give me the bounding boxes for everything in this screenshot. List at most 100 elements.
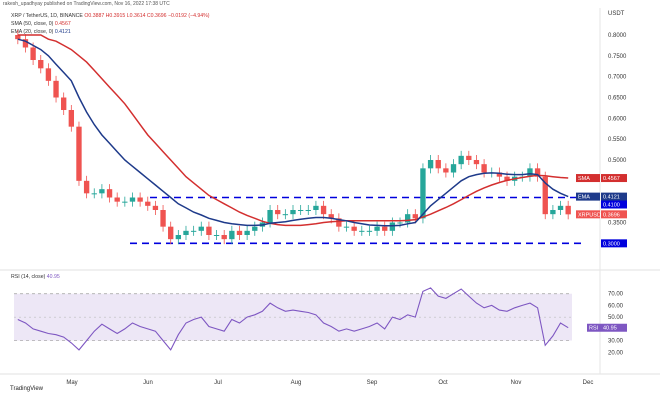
sma-legend-value: 0.4567 [54, 21, 71, 27]
rsi-line [17, 287, 569, 351]
candle-body [466, 155, 472, 160]
time-tick-label: Sep [367, 380, 378, 386]
sma-info: SMA (50, close, 0) 0.4567 [11, 21, 71, 27]
rsi-legend: RSI (14, close) [11, 274, 46, 280]
candle-body [206, 226, 212, 235]
price-tick-label: 0.5500 [608, 137, 627, 143]
price-tag-label-bg [576, 174, 600, 183]
candle-body [313, 205, 319, 210]
candle-body [221, 235, 227, 240]
rsi-tick-label: 70.00 [608, 292, 624, 298]
ema-legend-value: 0.4121 [54, 29, 71, 35]
candle-body [99, 189, 105, 194]
time-tick-label: Nov [511, 380, 522, 386]
price-tag-label: SMA [578, 176, 590, 182]
rsi-info: RSI (14, close) 40.95 [11, 274, 60, 280]
candle-body [450, 164, 457, 173]
candle-body [473, 160, 480, 165]
candle-body [137, 197, 143, 202]
price-tag-value: 0.4567 [603, 176, 620, 182]
price-tick-label: 0.7000 [608, 75, 627, 81]
candle-body [38, 60, 44, 69]
rsi-tag-value-bg [601, 323, 627, 332]
candle-body [481, 164, 487, 173]
price-tick-label: 0.5000 [608, 158, 627, 164]
candle-body [122, 201, 128, 203]
rsi-legend-value: 40.95 [46, 274, 60, 280]
candle-body [175, 235, 182, 240]
candle-body [275, 210, 281, 215]
price-tick-label: 0.6000 [608, 116, 627, 122]
candle-body [397, 222, 403, 224]
candle-body [68, 110, 75, 127]
candle-body [236, 230, 243, 235]
candle-body [282, 214, 289, 216]
candle-body [168, 226, 174, 240]
rsi-tick-label: 20.00 [608, 350, 624, 356]
rsi-tag-label-bg [587, 323, 601, 332]
currency-label: USDT [608, 11, 625, 17]
price-tick-label: 0.7500 [608, 54, 627, 60]
candle-body [389, 222, 396, 231]
candle-body [152, 205, 159, 210]
candle-body [45, 68, 52, 81]
candle-body [297, 210, 304, 211]
price-tag-label: EMA [578, 195, 590, 201]
rsi-tag-label: RSI [589, 326, 599, 332]
ema-info: EMA (20, close, 0) 0.4121 [11, 29, 71, 35]
candle-body [374, 226, 380, 231]
price-tag-value: 0.3000 [603, 241, 620, 247]
candle-body [359, 230, 365, 232]
candle-body [114, 197, 120, 202]
candle-body [30, 47, 36, 60]
time-tick-label: May [66, 380, 77, 386]
candle-body [366, 230, 373, 232]
candle-body [22, 39, 29, 48]
rsi-tag-value: 40.95 [603, 326, 617, 332]
candle-body [328, 214, 334, 219]
candle-body [183, 230, 189, 235]
candle-body [198, 226, 204, 231]
candle-body [458, 155, 464, 165]
price-tag-value-bg [601, 239, 627, 248]
candle-body [106, 189, 113, 198]
candle-body [76, 126, 82, 181]
price-tag-value: 0.3696 [603, 212, 620, 218]
candle-body [550, 210, 556, 215]
candle-body [542, 176, 548, 215]
symbol-label: XRP / TetherUS, 1D, BINANCE [11, 13, 83, 19]
candle-body [404, 214, 411, 223]
ema-legend: EMA (20, close, 0) [11, 29, 54, 35]
sma-legend: SMA (50, close, 0) [11, 21, 54, 27]
candle-body [527, 168, 533, 177]
candle-body [53, 80, 59, 98]
rsi-tick-label: 50.00 [608, 315, 624, 321]
price-tag-value-bg [601, 174, 627, 183]
price-tag-value: 0.4121 [603, 195, 620, 201]
price-tag-value-bg [601, 210, 627, 219]
candle-body [213, 235, 220, 236]
candle-body [267, 210, 273, 223]
candle-body [190, 230, 197, 232]
candle-body [382, 226, 388, 231]
rsi-band-fill [14, 293, 572, 341]
candle-body [129, 197, 136, 202]
candle-body [252, 226, 258, 231]
price-tag-value-bg [601, 192, 627, 201]
logo-text: TradingView [10, 386, 44, 392]
candle-body [412, 214, 418, 219]
candle-body [565, 205, 571, 215]
rsi-tick-label: 30.00 [608, 339, 624, 345]
symbol-info: XRP / TetherUS, 1D, BINANCE O0.3887 H0.3… [11, 13, 210, 19]
price-tag-value-bg [601, 200, 627, 209]
candle-body [83, 180, 90, 194]
candle-body [443, 168, 449, 173]
price-tag-label-bg [576, 210, 600, 219]
time-tick-label: Jun [143, 380, 153, 386]
candle-body [320, 205, 327, 215]
rsi-tick-label: 60.00 [608, 303, 624, 309]
price-tick-label: 0.8000 [608, 33, 627, 39]
candle-body [160, 210, 166, 227]
price-tag-value: 0.4100 [603, 203, 620, 209]
